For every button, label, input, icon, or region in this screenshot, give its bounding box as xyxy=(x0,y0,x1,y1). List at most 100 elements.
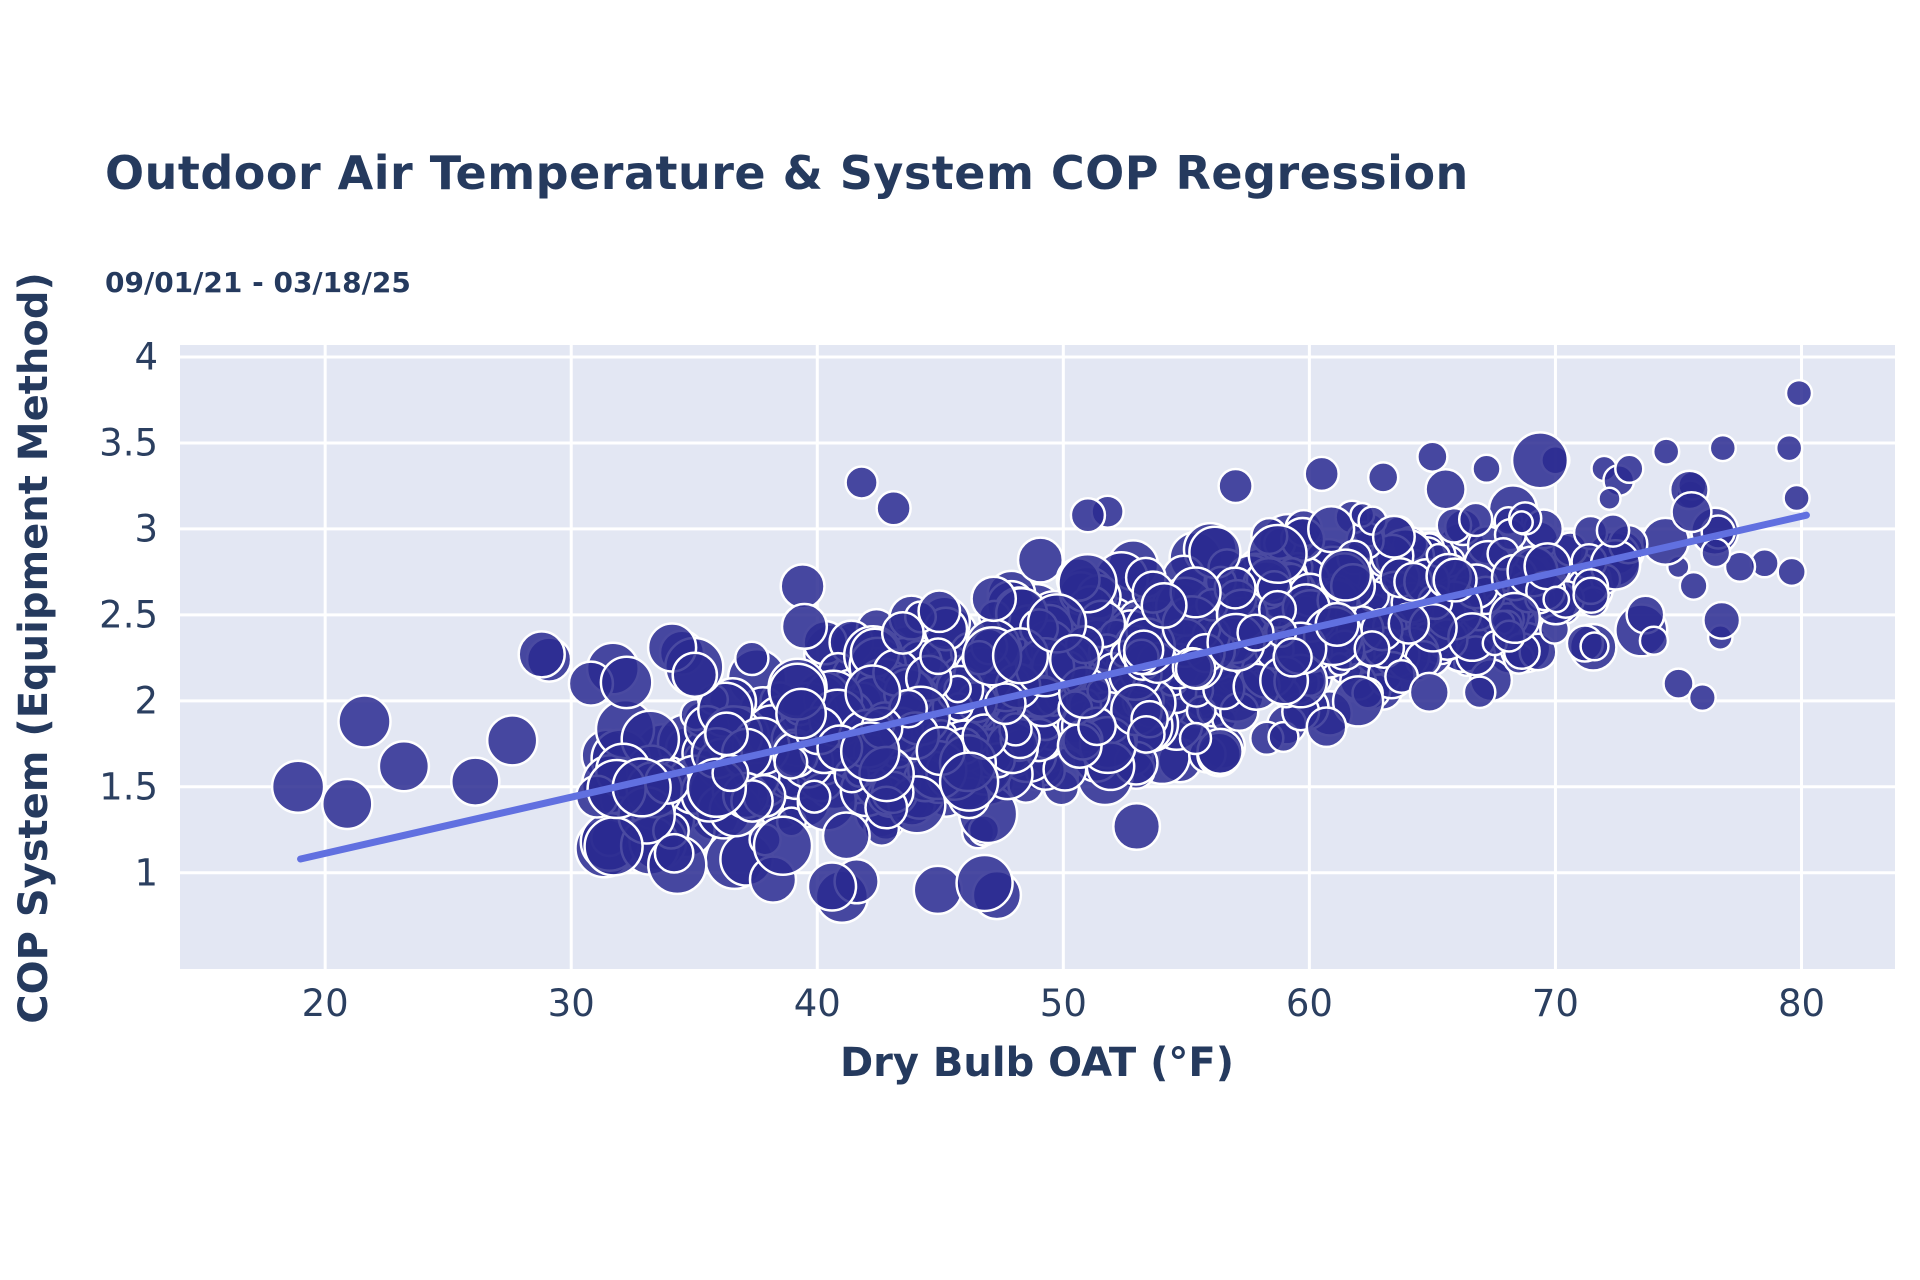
data-point[interactable] xyxy=(912,864,964,916)
data-point[interactable] xyxy=(1510,431,1570,490)
x-axis-title: Dry Bulb OAT (°F) xyxy=(839,1040,1235,1086)
x-tick-label: 20 xyxy=(301,982,349,1025)
x-tick-label: 60 xyxy=(1285,982,1333,1025)
data-point[interactable] xyxy=(517,630,566,679)
data-point[interactable] xyxy=(1069,496,1107,534)
data-point[interactable] xyxy=(1774,433,1804,463)
data-point[interactable] xyxy=(485,714,539,767)
data-point[interactable] xyxy=(1016,536,1065,584)
data-point[interactable] xyxy=(1318,548,1373,602)
data-point[interactable] xyxy=(671,651,719,699)
data-point[interactable] xyxy=(1366,461,1400,494)
data-point[interactable] xyxy=(955,853,1014,913)
chart-title: Outdoor Air Temperature & System COP Reg… xyxy=(105,146,1469,200)
data-point[interactable] xyxy=(1416,440,1449,473)
y-tick-label: 1.5 xyxy=(99,765,158,809)
data-point[interactable] xyxy=(1247,523,1308,585)
data-point[interactable] xyxy=(1651,437,1681,466)
data-point[interactable] xyxy=(844,664,902,722)
data-point[interactable] xyxy=(1371,514,1416,559)
data-point[interactable] xyxy=(1662,667,1695,700)
data-point[interactable] xyxy=(1303,455,1340,493)
data-point[interactable] xyxy=(1572,576,1610,614)
data-point[interactable] xyxy=(733,640,770,677)
data-point[interactable] xyxy=(752,815,814,876)
data-point[interactable] xyxy=(844,465,879,500)
data-point[interactable] xyxy=(1579,631,1610,662)
data-point[interactable] xyxy=(1708,433,1738,463)
y-axis-title: COP System (Equipment Method) xyxy=(11,272,57,1024)
data-point[interactable] xyxy=(1457,501,1494,538)
data-point[interactable] xyxy=(1700,537,1732,569)
data-point[interactable] xyxy=(1353,630,1391,668)
data-point[interactable] xyxy=(775,687,828,740)
x-tick-label: 50 xyxy=(1039,982,1087,1025)
data-point[interactable] xyxy=(1126,714,1166,754)
data-point[interactable] xyxy=(1670,490,1713,534)
data-point[interactable] xyxy=(880,610,925,655)
data-point[interactable] xyxy=(1217,467,1254,505)
data-point[interactable] xyxy=(1488,591,1541,645)
y-tick-label: 2 xyxy=(134,679,158,723)
x-tick-label: 30 xyxy=(547,982,595,1025)
data-point[interactable] xyxy=(917,589,962,634)
plot-area[interactable] xyxy=(180,345,1895,969)
y-tick-label: 1 xyxy=(134,851,158,895)
data-point[interactable] xyxy=(1595,513,1631,548)
data-point[interactable] xyxy=(938,751,1000,812)
data-point[interactable] xyxy=(839,721,901,782)
data-point[interactable] xyxy=(1424,467,1467,511)
data-point[interactable] xyxy=(1408,671,1450,713)
data-point[interactable] xyxy=(1509,510,1534,535)
data-point[interactable] xyxy=(1614,453,1645,485)
y-tick-label: 4 xyxy=(134,335,158,379)
data-point[interactable] xyxy=(1178,721,1213,756)
data-point[interactable] xyxy=(1462,675,1497,710)
data-point[interactable] xyxy=(450,756,501,807)
data-point[interactable] xyxy=(970,575,1018,623)
data-point[interactable] xyxy=(599,655,654,710)
data-point[interactable] xyxy=(919,637,958,676)
data-point[interactable] xyxy=(270,759,326,815)
data-point[interactable] xyxy=(821,811,871,861)
x-tick-label: 40 xyxy=(793,982,841,1025)
data-point[interactable] xyxy=(1776,556,1807,588)
data-point[interactable] xyxy=(704,711,749,757)
data-point[interactable] xyxy=(1471,453,1502,485)
data-point[interactable] xyxy=(1678,570,1709,601)
data-point[interactable] xyxy=(377,739,431,793)
data-point[interactable] xyxy=(1305,706,1348,749)
data-point[interactable] xyxy=(1782,483,1811,513)
x-tick-label: 70 xyxy=(1531,982,1579,1025)
data-point[interactable] xyxy=(1307,505,1356,554)
data-point[interactable] xyxy=(1784,378,1814,408)
data-point[interactable] xyxy=(1140,581,1188,630)
y-tick-label: 3 xyxy=(134,507,158,551)
data-point[interactable] xyxy=(337,694,392,749)
data-point[interactable] xyxy=(1112,801,1162,852)
data-point[interactable] xyxy=(1331,675,1385,728)
x-tick-label: 80 xyxy=(1777,982,1826,1025)
data-point[interactable] xyxy=(1723,550,1757,584)
data-point[interactable] xyxy=(779,563,826,610)
data-point[interactable] xyxy=(875,490,912,527)
data-point[interactable] xyxy=(1542,585,1571,614)
data-point[interactable] xyxy=(1702,600,1742,640)
data-point[interactable] xyxy=(1687,683,1717,713)
regression-trendline[interactable] xyxy=(297,511,1810,863)
chart-subtitle: 09/01/21 - 03/18/25 xyxy=(105,266,411,299)
data-point[interactable] xyxy=(1638,625,1670,656)
scatter-plot-svg[interactable] xyxy=(180,345,1895,969)
data-point[interactable] xyxy=(797,779,832,814)
data-point[interactable] xyxy=(1272,637,1313,678)
data-point[interactable] xyxy=(1597,486,1622,511)
data-point[interactable] xyxy=(1267,720,1300,754)
data-point[interactable] xyxy=(780,602,829,651)
data-point[interactable] xyxy=(321,777,374,831)
data-point[interactable] xyxy=(583,816,644,877)
data-point[interactable] xyxy=(806,861,858,912)
data-point[interactable] xyxy=(653,832,695,874)
y-tick-label: 2.5 xyxy=(99,593,158,637)
data-point[interactable] xyxy=(1523,542,1572,591)
